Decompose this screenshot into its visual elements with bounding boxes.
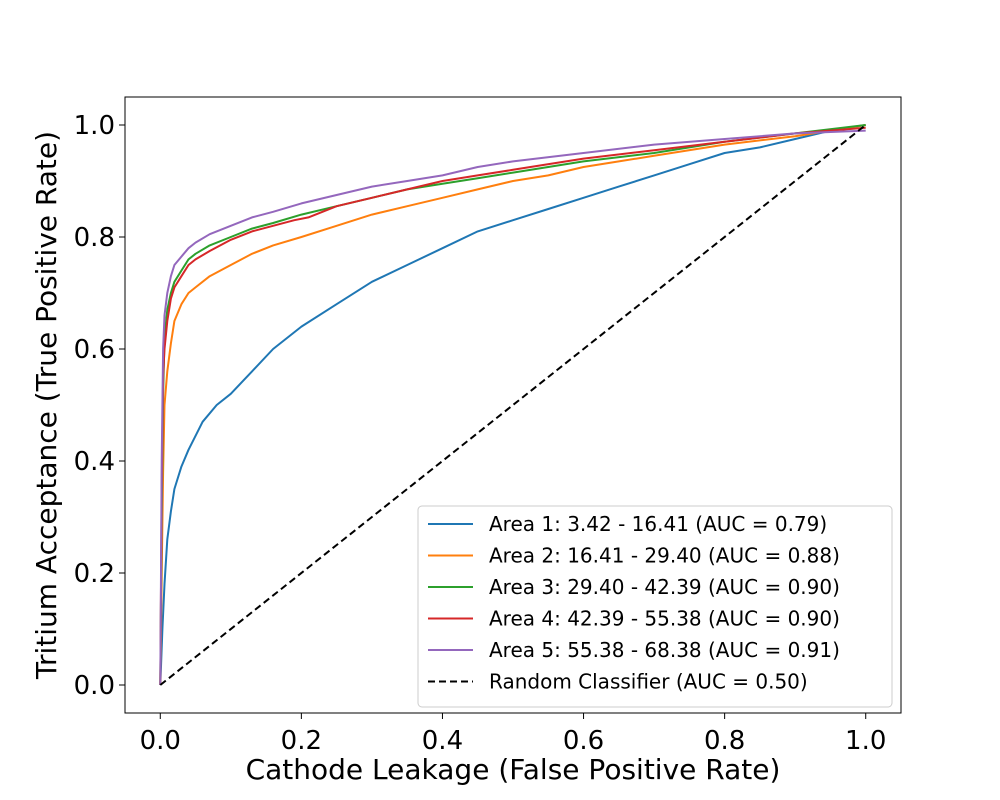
legend-box [417, 505, 893, 708]
x-tick-label: 0.2 [281, 726, 322, 756]
x-tick-label: 0.4 [422, 726, 463, 756]
y-tick-label: 0.0 [74, 671, 115, 701]
x-axis-title: Cathode Leakage (False Positive Rate) [246, 753, 781, 786]
x-tick-label: 0.6 [563, 726, 604, 756]
legend-label-5: Area 5: 55.38 - 68.38 (AUC = 0.91) [489, 638, 840, 662]
legend-label-2: Area 2: 16.41 - 29.40 (AUC = 0.88) [489, 544, 840, 568]
x-tick-label: 0.8 [704, 726, 745, 756]
legend-label-6: Random Classifier (AUC = 0.50) [489, 670, 808, 694]
series-line-5 [159, 129, 866, 686]
series-line-3 [159, 124, 866, 686]
x-tick-label: 1.0 [845, 726, 886, 756]
plot-frame [124, 96, 902, 714]
y-axis-title: Tritium Acceptance (True Positive Rate) [30, 131, 63, 680]
y-tick-label: 1.0 [74, 111, 115, 141]
legend-label-3: Area 3: 29.40 - 42.39 (AUC = 0.90) [489, 575, 840, 599]
legend-label-4: Area 4: 42.39 - 55.38 (AUC = 0.90) [489, 607, 840, 631]
series-line-1 [159, 124, 866, 686]
y-tick-label: 0.2 [74, 559, 115, 589]
y-tick-label: 0.4 [74, 447, 115, 477]
y-tick-label: 0.8 [74, 223, 115, 253]
x-tick-label: 0.0 [140, 726, 181, 756]
series-line-6 [159, 124, 867, 686]
legend: Area 1: 3.42 - 16.41 (AUC = 0.79) Area 2:… [417, 505, 893, 708]
series-line-2 [159, 124, 866, 686]
y-tick-label: 0.6 [74, 335, 115, 365]
series-line-4 [159, 126, 866, 686]
legend-label-1: Area 1: 3.42 - 16.41 (AUC = 0.79) [489, 512, 827, 536]
